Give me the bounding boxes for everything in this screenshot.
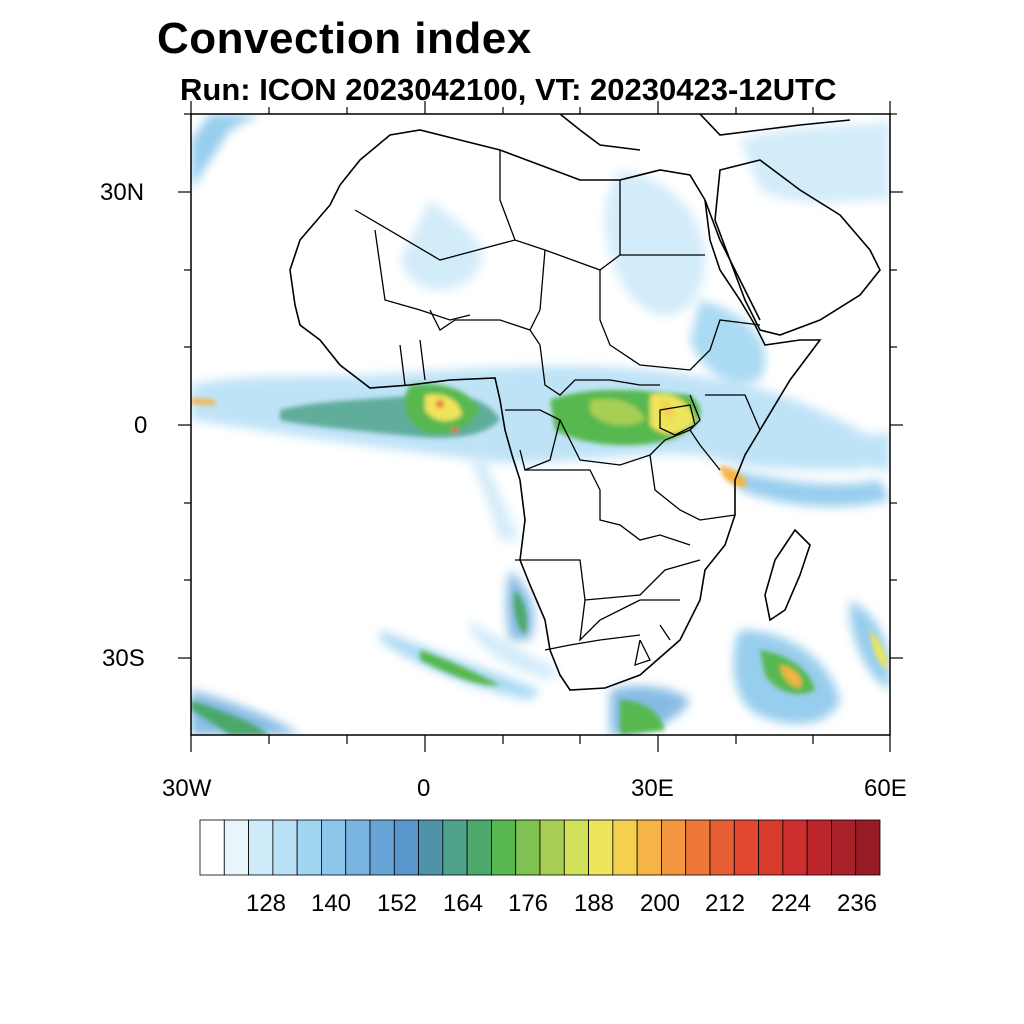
colorbar-label: 128 (245, 890, 287, 917)
colorbar-swatch (466, 819, 492, 876)
colorbar-swatch (393, 819, 419, 876)
colorbar-swatch (612, 819, 638, 876)
colorbar-swatch (709, 819, 735, 876)
chart-subtitle: Run: ICON 2023042100, VT: 20230423-12UTC (180, 72, 837, 107)
lon-label-30w: 30W (162, 775, 212, 802)
colorbar-label: 236 (836, 890, 878, 917)
colorbar-swatch (733, 819, 759, 876)
colorbar-swatch (369, 819, 395, 876)
lat-label-30n: 30N (100, 179, 145, 206)
convection-field (191, 114, 890, 735)
colorbar-swatch (806, 819, 832, 876)
colorbar-swatch (321, 819, 347, 876)
colorbar-label: 188 (573, 890, 615, 917)
colorbar-swatch (418, 819, 444, 876)
colorbar-swatch (831, 819, 857, 876)
colorbar-label: 164 (442, 890, 484, 917)
colorbar-swatch (855, 819, 881, 876)
colorbar-swatch (223, 819, 249, 876)
lon-label-30e: 30E (631, 775, 674, 802)
country-borders (354, 150, 761, 666)
colorbar-swatch (199, 819, 225, 876)
colorbar-swatch (782, 819, 808, 876)
lon-label-0: 0 (417, 775, 431, 802)
colorbar-swatch (272, 819, 298, 876)
colorbar-label: 200 (639, 890, 681, 917)
colorbar (199, 819, 881, 876)
chart-title: Convection index (157, 14, 532, 63)
lon-label-60e: 60E (864, 775, 907, 802)
colorbar-label: 140 (310, 890, 352, 917)
colorbar-swatch (515, 819, 541, 876)
colorbar-swatch (345, 819, 371, 876)
axis-ticks (178, 101, 903, 752)
colorbar-swatch (539, 819, 565, 876)
lat-label-30s: 30S (102, 645, 145, 672)
colorbar-label: 224 (770, 890, 812, 917)
colorbar-swatch (685, 819, 711, 876)
coastlines (289, 114, 881, 691)
colorbar-swatch (563, 819, 589, 876)
colorbar-swatch (296, 819, 322, 876)
colorbar-label: 212 (704, 890, 746, 917)
colorbar-swatch (442, 819, 468, 876)
colorbar-swatch (661, 819, 687, 876)
colorbar-swatch (588, 819, 614, 876)
colorbar-swatch (491, 819, 517, 876)
colorbar-swatch (636, 819, 662, 876)
colorbar-label: 152 (376, 890, 418, 917)
lat-label-0: 0 (134, 412, 148, 439)
colorbar-label: 176 (507, 890, 549, 917)
colorbar-swatch (248, 819, 274, 876)
colorbar-swatch (758, 819, 784, 876)
